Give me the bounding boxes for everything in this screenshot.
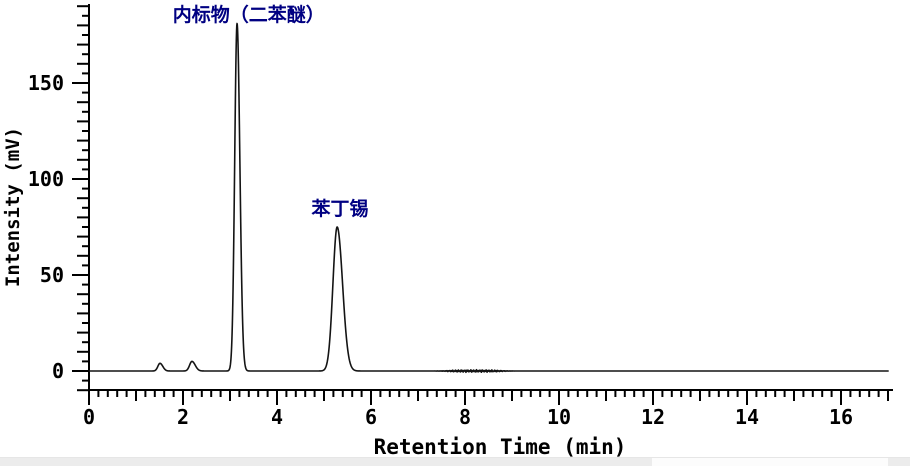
x-tick-label: 6	[365, 405, 377, 429]
y-tick-label: 0	[52, 359, 64, 383]
y-tick-label: 50	[40, 263, 64, 287]
y-tick-label: 150	[28, 71, 64, 95]
x-axis-title: Retention Time (min)	[374, 435, 627, 457]
x-tick-label: 4	[271, 405, 283, 429]
internal-standard-label: 内标物（二苯醚）	[173, 3, 325, 26]
x-tick-label: 0	[83, 405, 95, 429]
x-tick-label: 14	[735, 405, 759, 429]
peak-annotations: 内标物（二苯醚） 苯丁锡	[173, 3, 369, 220]
x-tick-label: 10	[547, 405, 571, 429]
x-tick-label: 16	[829, 405, 853, 429]
x-tick-label: 2	[177, 405, 189, 429]
y-tick-label: 100	[28, 167, 64, 191]
fenbutatin-label: 苯丁锡	[310, 197, 368, 220]
x-axis-tick-labels: 0 2 4 6 8 10 12 14 16	[83, 405, 853, 429]
x-axis-ticks	[88, 390, 889, 405]
scrollbar-endcap	[888, 458, 910, 466]
y-axis-tick-labels: 0 50 100 150	[28, 71, 64, 383]
horizontal-scrollbar	[0, 457, 910, 466]
chromatogram-trace-group	[88, 22, 890, 374]
chromatogram-trace	[88, 22, 890, 374]
scrollbar-thumb[interactable]	[0, 458, 652, 466]
x-tick-label: 8	[459, 405, 471, 429]
y-axis-title: Intensity (mV)	[2, 127, 24, 287]
y-axis-ticks	[72, 5, 89, 392]
x-tick-label: 12	[641, 405, 665, 429]
